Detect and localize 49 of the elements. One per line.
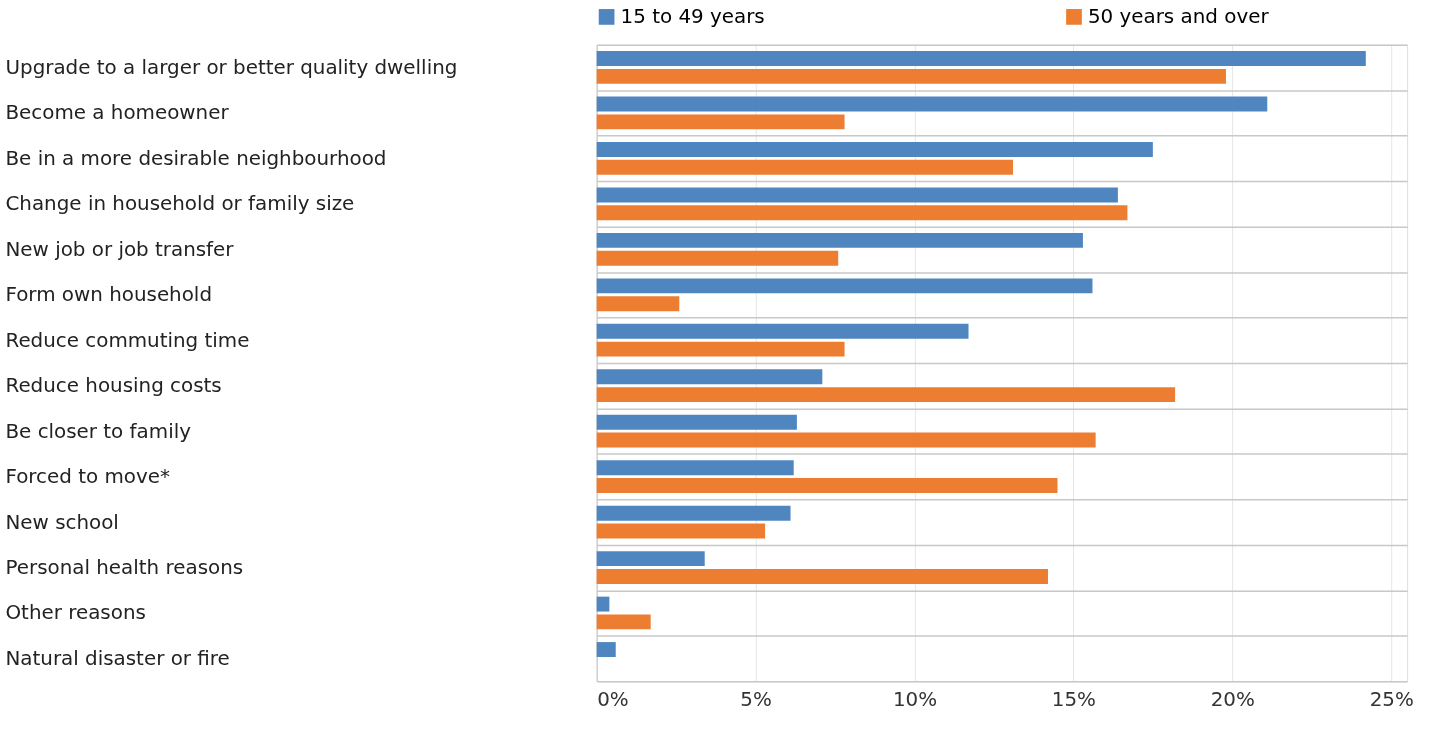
bar bbox=[596, 414, 797, 430]
bar bbox=[596, 387, 1176, 403]
bar bbox=[596, 596, 610, 612]
y-tick-label: Become a homeowner bbox=[5, 101, 230, 125]
y-tick-label: Reduce commuting time bbox=[5, 328, 250, 352]
bar bbox=[596, 569, 1048, 584]
y-tick-label: Upgrade to a larger or better quality dwelling bbox=[5, 55, 458, 79]
x-tick-label: 5% bbox=[740, 687, 772, 711]
bar bbox=[596, 551, 705, 567]
y-tick-label: Personal health reasons bbox=[5, 556, 244, 580]
y-tick-label: New job or job transfer bbox=[5, 237, 235, 261]
bar bbox=[596, 232, 1083, 248]
bar bbox=[596, 460, 794, 476]
bar bbox=[596, 478, 1058, 493]
bar bbox=[596, 51, 1366, 67]
bar bbox=[596, 642, 616, 658]
bar bbox=[596, 68, 1226, 84]
bar bbox=[596, 296, 680, 312]
y-tick-label: Forced to move* bbox=[5, 465, 170, 489]
bar bbox=[596, 505, 791, 521]
bar bbox=[596, 96, 1268, 112]
y-tick-label: Be closer to family bbox=[5, 419, 192, 443]
y-tick-label: Form own household bbox=[5, 283, 213, 307]
y-tick-label: Natural disaster or fire bbox=[5, 646, 230, 670]
y-tick-label: Change in household or family size bbox=[5, 192, 355, 216]
bar bbox=[596, 159, 1014, 175]
y-tick-label: Be in a more desirable neighbourhood bbox=[5, 146, 387, 170]
y-tick-label: Other reasons bbox=[5, 601, 146, 625]
bar bbox=[596, 114, 845, 130]
x-tick-label: 0% bbox=[597, 687, 629, 711]
y-tick-label: New school bbox=[5, 510, 119, 534]
bar bbox=[596, 250, 839, 266]
bar bbox=[596, 369, 823, 385]
bar bbox=[596, 432, 1096, 448]
x-tick-label: 15% bbox=[1051, 687, 1096, 711]
bar bbox=[596, 523, 766, 539]
y-tick-label: Reduce housing costs bbox=[5, 374, 222, 398]
bar bbox=[596, 278, 1093, 294]
legend-label: 15 to 49 years bbox=[620, 4, 765, 28]
x-tick-label: 25% bbox=[1369, 687, 1414, 711]
legend-label: 50 years and over bbox=[1087, 4, 1270, 28]
bar bbox=[596, 341, 845, 357]
bar bbox=[596, 142, 1153, 157]
bar bbox=[596, 323, 969, 339]
bar bbox=[596, 614, 651, 630]
x-tick-label: 10% bbox=[892, 687, 938, 711]
bar bbox=[596, 205, 1128, 221]
bar bbox=[596, 187, 1118, 203]
x-tick-label: 20% bbox=[1210, 687, 1255, 711]
